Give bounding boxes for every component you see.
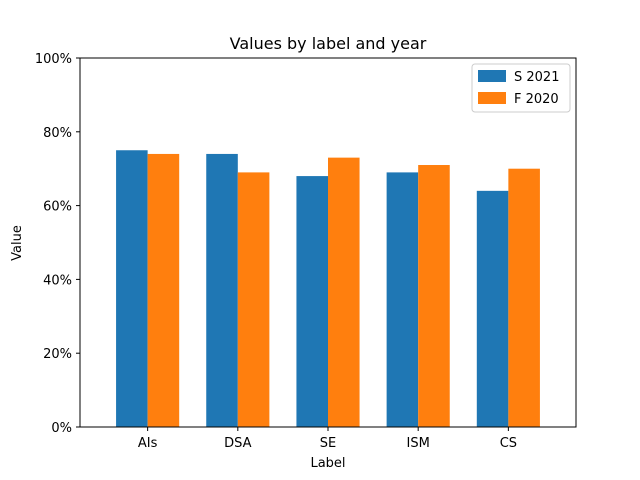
y-tick-label: 60% (43, 200, 72, 215)
legend-label-s-2021: S 2021 (514, 70, 559, 85)
plot-frame (79, 57, 577, 428)
x-tick-label: CS (500, 436, 517, 451)
legend-swatch-s-2021 (478, 70, 506, 82)
legend-swatch-f-2020 (478, 92, 506, 104)
y-axis-label: Value (10, 225, 25, 261)
x-tick-label: DSA (224, 436, 252, 451)
bar-f-2020-dsa (237, 172, 270, 427)
bar-f-2020-cs (508, 168, 540, 427)
bar-s-2021-dsa (206, 153, 238, 427)
y-tick-label: 20% (43, 347, 72, 362)
bar-s-2021-cs (476, 190, 509, 427)
x-tick-label: AIs (138, 436, 158, 451)
bar-f-2020-ism (418, 165, 450, 427)
legend: S 2021 F 2020 (471, 63, 571, 113)
legend-label-f-2020: F 2020 (514, 92, 559, 107)
bar-s-2021-ais (116, 150, 148, 427)
bar-s-2021-se (296, 176, 328, 427)
plot-area: AIs DSA SE ISM CS 0% 20% 40% 60% 80% 100% S 2021 F 2… (35, 52, 577, 451)
bar-s-2021-ism (386, 172, 419, 427)
bar-f-2020-ais (147, 153, 180, 427)
bar-f-2020-se (328, 157, 360, 427)
x-axis-label: Label (310, 456, 345, 471)
x-tick-label: ISM (407, 436, 430, 451)
y-tick-label: 100% (35, 52, 72, 67)
y-tick-label: 40% (43, 273, 72, 288)
chart-title: Values by label and year (230, 34, 427, 53)
x-tick-label: SE (320, 436, 336, 451)
y-tick-label: 0% (51, 421, 72, 436)
y-tick-label: 80% (43, 126, 72, 141)
